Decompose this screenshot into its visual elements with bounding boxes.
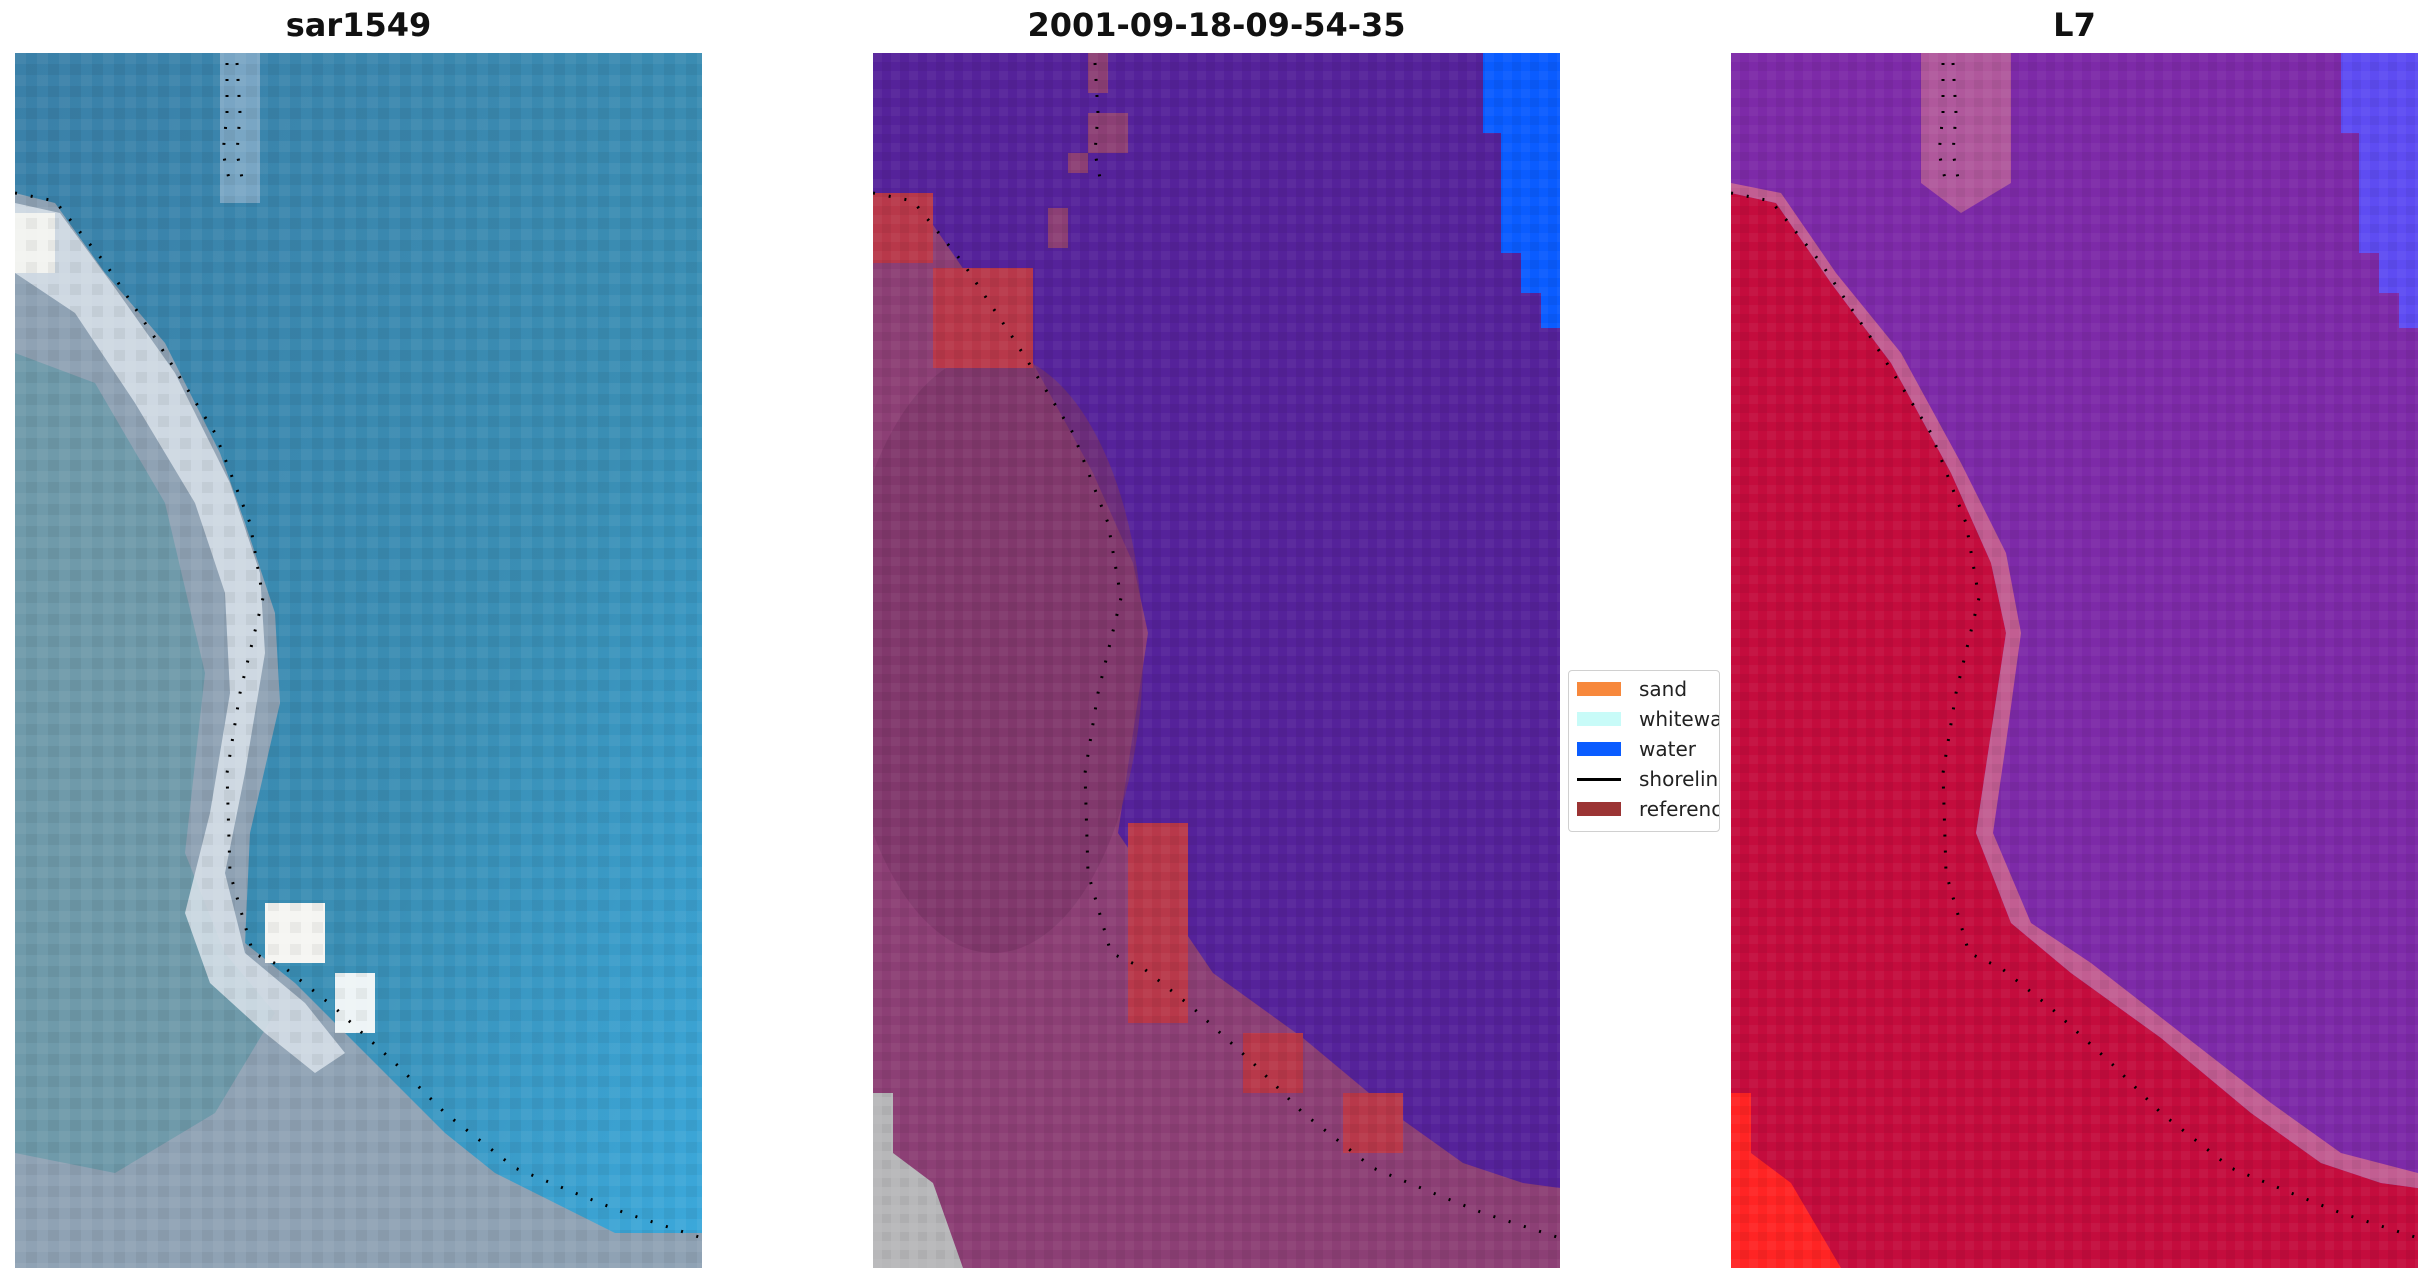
water-swatch bbox=[1577, 742, 1621, 756]
false-color-image-panel bbox=[1731, 53, 2418, 1268]
classified-image-panel bbox=[873, 53, 1560, 1268]
legend-item-shoreline: shoreline bbox=[1577, 766, 1719, 792]
legend: sand whitewater water shoreline referenc… bbox=[1568, 670, 1720, 832]
shoreline-line-sample bbox=[1577, 777, 1621, 781]
legend-label-sand: sand bbox=[1639, 677, 1688, 701]
legend-label-whitewater: whitewater bbox=[1639, 707, 1720, 731]
legend-item-sand: sand bbox=[1577, 676, 1687, 702]
legend-item-reference: reference bbox=[1577, 796, 1719, 822]
legend-item-whitewater: whitewater bbox=[1577, 706, 1720, 732]
whitewater-swatch bbox=[1577, 712, 1621, 726]
legend-label-reference: reference bbox=[1639, 797, 1719, 821]
rgb-image-panel bbox=[15, 53, 702, 1268]
rgb-image bbox=[15, 53, 702, 1268]
panel-title-false-color: L7 bbox=[2053, 6, 2096, 44]
false-color-image bbox=[1731, 53, 2418, 1268]
panel-title-classified: 2001-09-18-09-54-35 bbox=[1027, 6, 1406, 44]
reference-swatch bbox=[1577, 802, 1621, 816]
legend-label-shoreline: shoreline bbox=[1639, 767, 1719, 791]
classified-image bbox=[873, 53, 1560, 1268]
legend-item-water: water bbox=[1577, 736, 1696, 762]
panel-title-rgb: sar1549 bbox=[285, 6, 432, 44]
sand-swatch bbox=[1577, 682, 1621, 696]
legend-label-water: water bbox=[1639, 737, 1696, 761]
